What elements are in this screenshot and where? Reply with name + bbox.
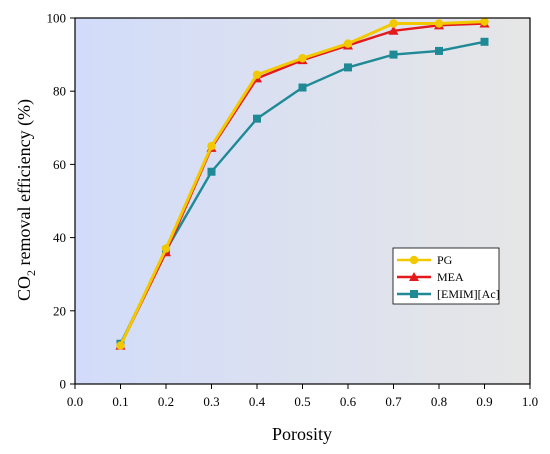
y-tick-label: 60 (53, 157, 66, 172)
legend-entries: PG MEA [EMIM][Ac] (397, 253, 500, 301)
legend: PG MEA [EMIM][Ac] (392, 247, 500, 305)
legend-label: PG (437, 253, 453, 267)
data-point (388, 25, 399, 35)
data-point (480, 37, 489, 46)
data-point (298, 54, 307, 63)
legend-marker (409, 255, 419, 265)
y-tick-label: 20 (53, 303, 66, 318)
legend-entry: PG (397, 253, 453, 267)
data-point (116, 341, 125, 350)
plot-background (75, 18, 530, 384)
legend-label: [EMIM][Ac] (437, 287, 500, 301)
y-axis-title-rest: removal efficiency (%) (14, 99, 35, 270)
x-tick-label: 0.3 (203, 394, 219, 409)
y-tick-label: 0 (60, 377, 67, 392)
data-point (343, 39, 353, 48)
series-0 (116, 17, 489, 350)
x-tick-label: 0.2 (158, 394, 174, 409)
y-axis-title-main: CO (14, 276, 34, 301)
data-point (252, 70, 262, 79)
series-layer (115, 17, 490, 350)
data-point (480, 17, 489, 26)
x-tick-label: 0.4 (249, 394, 266, 409)
x-axis-title: Porosity (272, 424, 332, 444)
data-point (207, 167, 216, 176)
data-point (298, 83, 307, 92)
x-tick-label: 0.7 (385, 394, 402, 409)
data-point (389, 50, 398, 59)
y-tick-label: 40 (53, 230, 66, 245)
axis-layer: 0.0 0.1 0.2 0.3 0.4 0.5 0.6 0.7 0.8 0.9 1.0 0 20 40 60… (47, 11, 539, 410)
y-tick-label: 80 (53, 84, 66, 99)
y-axis-title-subscript: 2 (24, 270, 38, 276)
x-tick-label: 0.9 (476, 394, 492, 409)
data-point (434, 19, 444, 28)
legend-entry: MEA (397, 270, 464, 284)
data-point (207, 141, 216, 151)
legend-entry: [EMIM][Ac] (397, 287, 500, 301)
data-point (344, 63, 352, 72)
data-point (435, 46, 443, 55)
y-tick-label: 100 (47, 11, 67, 26)
x-tick-label: 0.5 (294, 394, 310, 409)
y-axis-title: CO2 removal efficiency (%) (14, 99, 38, 301)
legend-label: MEA (437, 270, 464, 284)
x-tick-label: 1.0 (522, 394, 538, 409)
x-tick-label: 0.0 (67, 394, 83, 409)
x-tick-label: 0.6 (340, 394, 357, 409)
data-point (161, 244, 171, 253)
legend-marker (409, 272, 419, 281)
legend-marker (410, 290, 418, 298)
data-point (389, 19, 398, 28)
x-tick-label: 0.1 (112, 394, 128, 409)
data-point (253, 114, 261, 123)
x-tick-label: 0.8 (431, 394, 447, 409)
